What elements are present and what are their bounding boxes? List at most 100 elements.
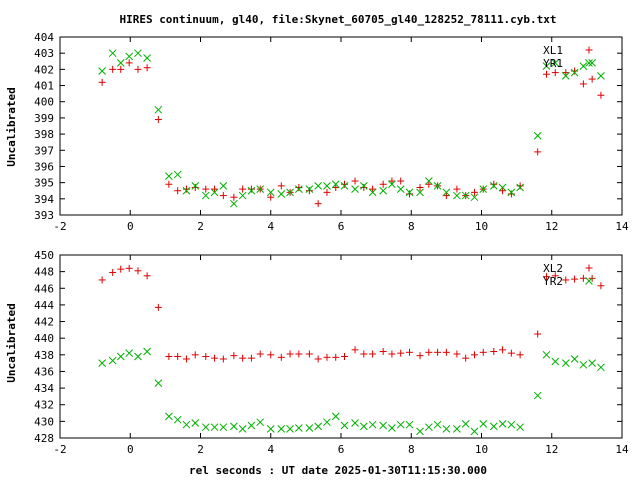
data-point [305, 424, 314, 432]
data-point [98, 78, 106, 86]
data-point [516, 423, 524, 432]
data-point [239, 354, 247, 362]
data-point [396, 185, 405, 193]
data-point [534, 330, 542, 338]
data-point [305, 187, 313, 195]
data-point [116, 352, 125, 361]
data-point [479, 185, 488, 193]
data-point [551, 59, 560, 67]
data-point [588, 59, 596, 67]
data-point [551, 357, 560, 366]
data-point [277, 353, 285, 361]
data-point [182, 185, 190, 193]
y-tick-label: 404 [34, 31, 54, 44]
x-tick-label: 10 [475, 443, 488, 456]
y-tick-label: 450 [34, 249, 54, 262]
plot-frame [59, 36, 623, 216]
data-point [579, 360, 588, 369]
x-tick-label: 2 [197, 443, 204, 456]
data-point [516, 183, 524, 192]
data-point [331, 180, 340, 189]
y-tick-label: 446 [34, 282, 54, 295]
data-point [211, 185, 219, 193]
y-tick-label: 438 [34, 349, 54, 362]
x-tick-label: 4 [267, 220, 274, 233]
data-point [461, 420, 470, 428]
data-point [351, 177, 359, 185]
y-tick-label: 440 [34, 332, 54, 345]
data-point [499, 187, 507, 195]
data-point [117, 65, 125, 73]
y-tick-label: 448 [34, 266, 54, 279]
data-point [182, 186, 191, 195]
x-tick-label: 14 [615, 220, 629, 233]
data-point [98, 67, 107, 75]
data-point [453, 424, 461, 433]
data-point [433, 182, 442, 190]
data-point [416, 183, 424, 191]
data-point [369, 185, 377, 193]
y-tick-label: 396 [34, 160, 54, 173]
data-point [247, 354, 255, 362]
y-tick-label: 432 [34, 399, 54, 412]
data-point [360, 183, 368, 191]
x-tick-label: 10 [475, 220, 488, 233]
data-point [597, 282, 605, 290]
data-point [368, 188, 377, 197]
y-tick-label: 434 [34, 382, 54, 395]
data-point [597, 71, 605, 80]
data-point [597, 363, 605, 372]
data-point [416, 188, 424, 197]
data-point [442, 424, 451, 433]
data-point [507, 188, 516, 197]
data-point [182, 355, 190, 363]
y-tick-label: 394 [34, 193, 54, 206]
y-tick-label: 398 [34, 128, 54, 141]
data-point [379, 186, 388, 195]
x-tick-label: 8 [408, 220, 415, 233]
data-point [562, 69, 570, 77]
data-point [416, 427, 424, 436]
data-point [453, 191, 461, 200]
data-point [551, 69, 559, 77]
data-point [341, 180, 349, 188]
data-point [173, 170, 182, 179]
data-point [490, 347, 498, 355]
data-point [98, 276, 106, 284]
data-point [396, 420, 405, 429]
data-point [499, 346, 507, 354]
data-point [533, 131, 542, 140]
data-point [351, 185, 359, 193]
legend-marker [585, 59, 593, 67]
legend-marker [585, 46, 593, 54]
y-tick-label: 401 [34, 80, 54, 93]
data-point [125, 59, 133, 67]
data-point [323, 182, 331, 190]
data-point [286, 350, 294, 358]
data-point [201, 191, 210, 200]
data-point [211, 354, 219, 362]
data-point [533, 391, 542, 400]
data-point [479, 348, 487, 356]
x-tick-label: 0 [127, 220, 134, 233]
data-point [143, 347, 151, 356]
data-point [277, 182, 285, 190]
data-point [247, 421, 256, 430]
y-tick-label: 397 [34, 144, 54, 157]
data-point [489, 182, 498, 190]
data-point [534, 148, 542, 156]
data-point [562, 276, 570, 284]
data-point [507, 420, 516, 429]
data-point [351, 419, 359, 427]
data-point [323, 418, 331, 427]
x-tick-label: 12 [545, 220, 558, 233]
top-panel: Uncalibrated -2 0 2 4 6 8 10 12 14 393 394 395 396 39… [5, 31, 629, 233]
data-point [462, 354, 470, 362]
y-tick-label: 399 [34, 112, 54, 125]
data-point [154, 303, 162, 311]
plot-frame [59, 254, 623, 439]
data-point [256, 185, 265, 193]
data-point [332, 183, 340, 191]
data-point [542, 350, 551, 359]
